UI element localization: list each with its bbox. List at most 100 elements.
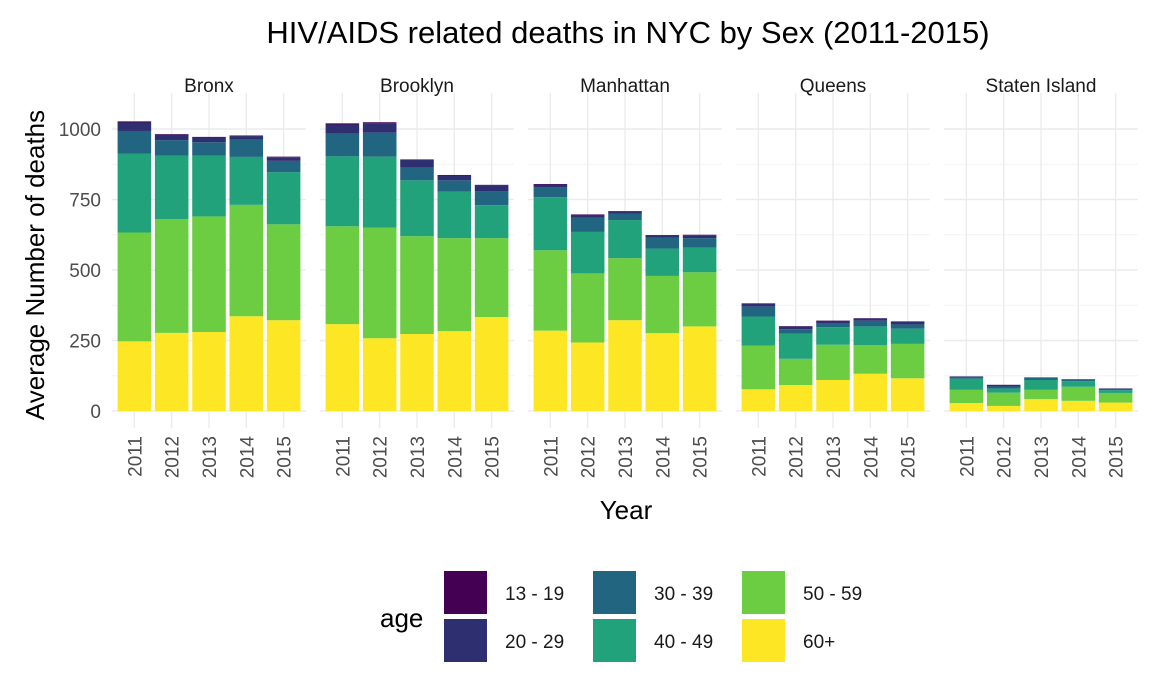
bar-brooklyn-2013-50-59 bbox=[400, 236, 434, 335]
bar-manhattan-2015-30-39 bbox=[682, 238, 717, 248]
y-tick-label: 500 bbox=[69, 261, 101, 282]
bar-brooklyn-2015-30-39 bbox=[474, 191, 509, 206]
x-tick-label: 2011 bbox=[125, 436, 146, 477]
x-tick-label: 2014 bbox=[1069, 436, 1090, 479]
bar-bronx-2012-60+ bbox=[154, 332, 189, 411]
bar-manhattan-2011-20-29 bbox=[533, 184, 568, 188]
bar-bronx-2012-13-19 bbox=[154, 134, 189, 135]
bar-queens-2013-20-29 bbox=[816, 320, 850, 324]
bar-brooklyn-2014-13-19 bbox=[437, 174, 472, 176]
legend-swatch bbox=[593, 571, 636, 614]
bar-manhattan-2014-40-49 bbox=[645, 248, 680, 276]
bar-manhattan-2011-60+ bbox=[533, 330, 568, 411]
bar-manhattan-2012-40-49 bbox=[570, 231, 605, 274]
bar-bronx-2015-30-39 bbox=[266, 160, 301, 173]
x-tick-label: 2011 bbox=[541, 436, 562, 477]
x-tick-label: 2014 bbox=[445, 436, 466, 479]
bar-brooklyn-2013-13-19 bbox=[400, 159, 434, 161]
bar-staten-island-2015-60+ bbox=[1098, 402, 1133, 411]
legend: age 13 - 19 20 - 29 30 - 39 40 - 49 50 - 59 6… bbox=[380, 571, 862, 662]
y-tick-label: 250 bbox=[69, 332, 101, 353]
bar-bronx-2014-40-49 bbox=[229, 156, 264, 205]
bar-brooklyn-2011-50-59 bbox=[325, 226, 360, 325]
bar-brooklyn-2013-40-49 bbox=[400, 180, 434, 237]
bar-brooklyn-2011-13-19 bbox=[325, 123, 360, 125]
bar-brooklyn-2014-50-59 bbox=[437, 238, 472, 332]
bar-manhattan-2011-13-19 bbox=[533, 183, 568, 185]
legend-label: 13 - 19 bbox=[505, 584, 564, 605]
bar-queens-2011-50-59 bbox=[741, 345, 776, 390]
bar-manhattan-2014-60+ bbox=[645, 333, 680, 411]
x-tick-label: 2012 bbox=[371, 436, 392, 478]
y-tick-label: 750 bbox=[69, 191, 101, 212]
panel-manhattan: Manhattan 2011 2012 2013 2014 2015 bbox=[528, 76, 722, 478]
bar-staten-island-2011-60+ bbox=[949, 403, 984, 411]
y-tick-label: 1000 bbox=[59, 120, 101, 141]
bar-bronx-2015-20-29 bbox=[266, 157, 301, 161]
bar-staten-island-2015-40-49 bbox=[1098, 390, 1133, 393]
x-tick-label: 2013 bbox=[408, 436, 429, 478]
bar-bronx-2012-50-59 bbox=[154, 219, 189, 333]
bar-bronx-2014-60+ bbox=[229, 316, 264, 411]
bar-queens-2011-13-19 bbox=[741, 303, 776, 304]
legend-label: 60+ bbox=[803, 632, 835, 653]
bar-bronx-2014-20-29 bbox=[229, 136, 264, 140]
legend-label: 50 - 59 bbox=[803, 584, 862, 605]
x-tick-label: 2015 bbox=[1107, 436, 1128, 478]
bar-manhattan-2011-50-59 bbox=[533, 250, 568, 331]
bar-brooklyn-2012-50-59 bbox=[362, 227, 397, 339]
panel-brooklyn: Brooklyn 2011 2012 2013 2014 2015 bbox=[320, 76, 514, 478]
bar-bronx-2013-20-29 bbox=[192, 137, 226, 143]
bar-bronx-2013-50-59 bbox=[192, 216, 226, 333]
bar-manhattan-2014-50-59 bbox=[645, 275, 680, 334]
bar-brooklyn-2012-40-49 bbox=[362, 156, 397, 228]
bar-queens-2014-50-59 bbox=[853, 345, 888, 374]
bar-brooklyn-2015-20-29 bbox=[474, 185, 509, 192]
bar-brooklyn-2014-20-29 bbox=[437, 175, 472, 181]
bar-staten-island-2013-20-29 bbox=[1024, 377, 1058, 379]
bar-bronx-2011-13-19 bbox=[117, 121, 152, 123]
bar-manhattan-2012-60+ bbox=[570, 342, 605, 411]
bar-manhattan-2015-50-59 bbox=[682, 272, 717, 327]
bar-staten-island-2014-60+ bbox=[1061, 400, 1096, 411]
bar-staten-island-2011-50-59 bbox=[949, 389, 984, 404]
bar-manhattan-2015-20-29 bbox=[682, 235, 717, 239]
bar-bronx-2013-60+ bbox=[192, 332, 226, 411]
bar-brooklyn-2014-40-49 bbox=[437, 191, 472, 239]
bar-brooklyn-2013-30-39 bbox=[400, 167, 434, 181]
legend-swatch bbox=[742, 619, 785, 662]
bar-bronx-2012-30-39 bbox=[154, 140, 189, 156]
bar-manhattan-2013-13-19 bbox=[608, 211, 642, 212]
bar-brooklyn-2011-60+ bbox=[325, 324, 360, 411]
panel-queens: Queens 2011 2012 2013 2014 2015 bbox=[736, 76, 930, 478]
bar-brooklyn-2012-30-39 bbox=[362, 132, 397, 157]
bar-brooklyn-2015-13-19 bbox=[474, 184, 509, 186]
bar-brooklyn-2013-20-29 bbox=[400, 160, 434, 168]
bar-queens-2012-30-39 bbox=[778, 329, 813, 334]
bar-manhattan-2012-20-29 bbox=[570, 215, 605, 218]
bar-manhattan-2015-13-19 bbox=[682, 234, 717, 236]
facet-label: Brooklyn bbox=[380, 76, 454, 97]
bar-manhattan-2015-60+ bbox=[682, 326, 717, 411]
x-tick-label: 2012 bbox=[163, 436, 184, 478]
bar-queens-2013-60+ bbox=[816, 379, 850, 411]
y-axis-label: Average Number of deaths bbox=[20, 110, 50, 420]
bar-staten-island-2011-20-29 bbox=[949, 376, 984, 377]
legend-title: age bbox=[380, 603, 423, 633]
x-tick-label: 2014 bbox=[861, 436, 882, 479]
bar-manhattan-2013-50-59 bbox=[608, 258, 642, 321]
bar-bronx-2014-30-39 bbox=[229, 139, 264, 157]
bar-staten-island-2015-50-59 bbox=[1098, 392, 1133, 403]
bar-queens-2011-40-49 bbox=[741, 316, 776, 346]
bar-staten-island-2011-40-49 bbox=[949, 378, 984, 390]
bar-brooklyn-2015-60+ bbox=[474, 317, 509, 411]
x-tick-label: 2013 bbox=[200, 436, 221, 478]
bar-queens-2012-20-29 bbox=[778, 326, 813, 330]
facet-label: Manhattan bbox=[580, 76, 670, 97]
legend-swatch bbox=[742, 571, 785, 614]
bar-manhattan-2013-20-29 bbox=[608, 211, 642, 214]
bar-queens-2011-60+ bbox=[741, 389, 776, 411]
bar-queens-2013-50-59 bbox=[816, 344, 850, 380]
bar-manhattan-2011-40-49 bbox=[533, 197, 568, 251]
